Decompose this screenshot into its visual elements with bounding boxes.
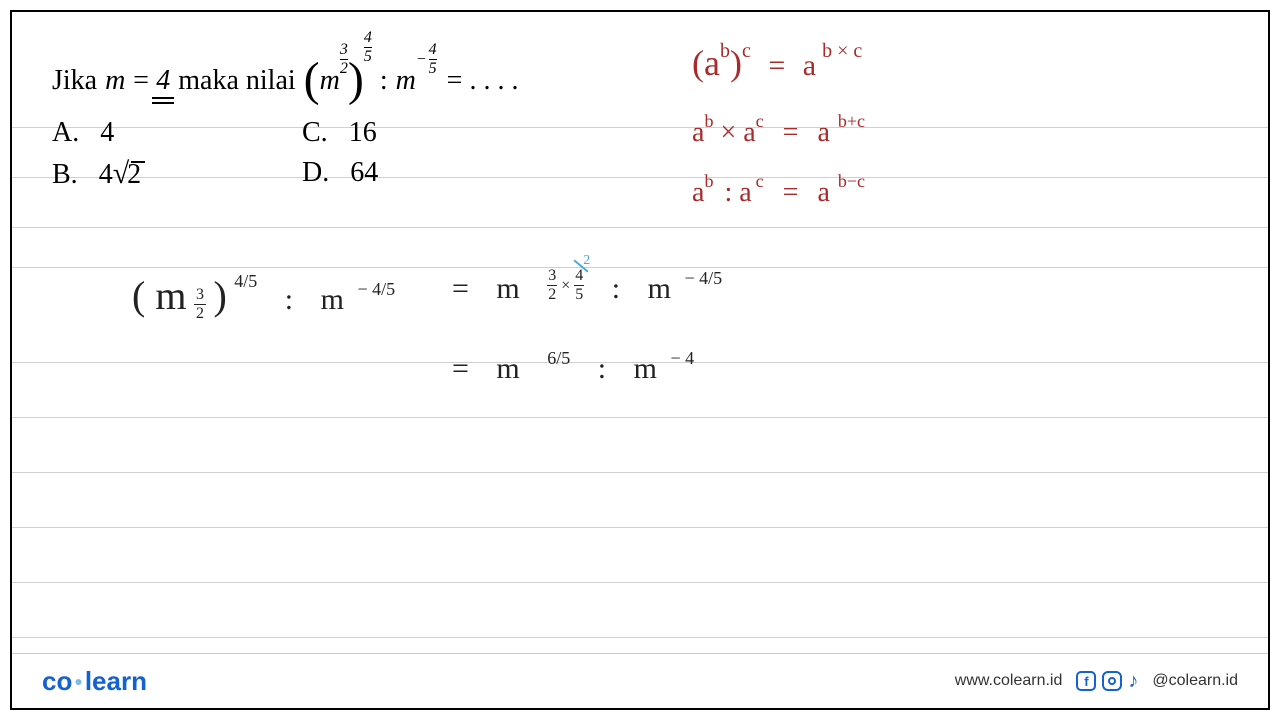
answer-options: A. 4 C. 16 B. 4√2 D. 64: [52, 117, 378, 199]
tiktok-icon: ♪: [1128, 670, 1138, 693]
exponent-rule-1: (ab)c = ab × c: [692, 42, 862, 84]
outer-exponent: 4 5: [364, 28, 372, 65]
division-colon: :: [380, 65, 388, 97]
option-d: D. 64: [302, 157, 378, 191]
var-m: m: [105, 65, 125, 97]
m-value-underlined: 4: [156, 65, 170, 97]
exponent-rule-3: ab : ac = ab−c: [692, 177, 865, 209]
base-m-2: m: [396, 65, 416, 97]
instagram-icon: [1102, 671, 1122, 691]
work-step-3: = m 6/5 : m − 4: [452, 352, 694, 386]
equals-dots: = . . . .: [447, 65, 519, 97]
option-a: A. 4: [52, 117, 302, 149]
right-paren: ): [348, 52, 364, 107]
neg-exponent: − 4 5: [416, 42, 437, 77]
maka-nilai-text: maka nilai: [178, 65, 295, 97]
base-m: m: [320, 65, 340, 97]
inner-exponent: 3 2: [340, 40, 348, 77]
left-paren: (: [304, 52, 320, 107]
exponent-rule-2: ab × ac = ab+c: [692, 117, 865, 149]
problem-statement: Jika m = 4 maka nilai ( m 3 2 ) 4 5: [52, 42, 518, 97]
colearn-logo: co●learn: [42, 666, 147, 697]
jika-text: Jika: [52, 65, 97, 97]
social-icons: f ♪: [1076, 670, 1138, 693]
footer-handle: @colearn.id: [1152, 672, 1238, 690]
option-b: B. 4√2: [52, 157, 302, 191]
work-step-1: ( m 3 2 ) 4/5 : m − 4/5: [132, 272, 395, 333]
equals-sign: =: [131, 65, 150, 97]
facebook-icon: f: [1076, 671, 1096, 691]
option-c: C. 16: [302, 117, 377, 149]
work-step-2: = m 3 2 × 4 2 5 : m − 4/5: [452, 272, 722, 322]
footer-url: www.colearn.id: [955, 672, 1063, 690]
footer-bar: co●learn www.colearn.id f ♪ @colearn.id: [12, 653, 1268, 708]
